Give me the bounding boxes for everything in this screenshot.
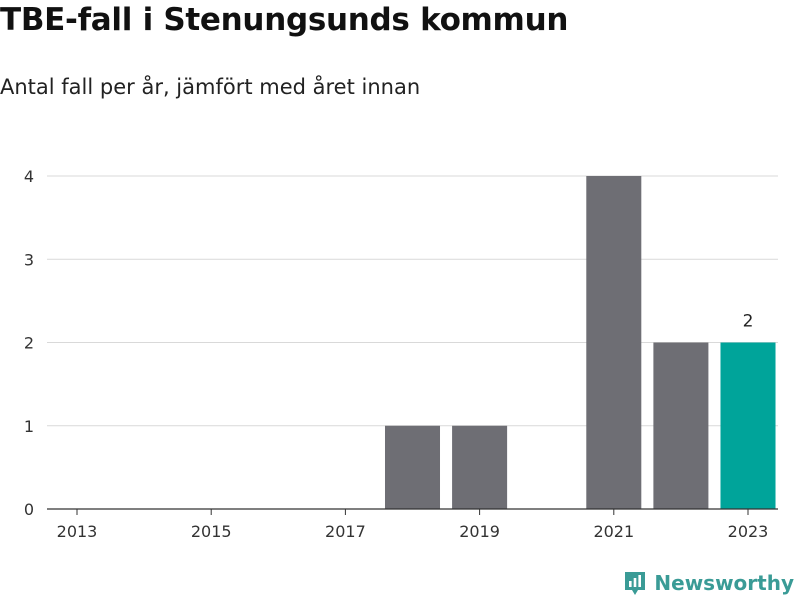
brand-name: Newsworthy bbox=[654, 571, 794, 595]
bar-2022 bbox=[653, 342, 709, 509]
bar-2018 bbox=[384, 425, 441, 509]
brand-logo: Newsworthy bbox=[622, 570, 794, 596]
y-tick-label-1: 1 bbox=[24, 417, 34, 436]
y-tick-label-0: 0 bbox=[24, 500, 34, 519]
x-tick-label-2017: 2017 bbox=[325, 522, 366, 541]
x-tick-label-2023: 2023 bbox=[728, 522, 769, 541]
axes bbox=[47, 508, 778, 515]
chart-subtitle: Antal fall per år, jämfört med året inna… bbox=[0, 75, 421, 99]
y-tick-label-3: 3 bbox=[24, 250, 34, 269]
x-tick-label-2019: 2019 bbox=[459, 522, 500, 541]
y-tick-label-2: 2 bbox=[24, 334, 34, 353]
labels: 0 1 2 3 4 2013 2015 2017 2019 2021 2023 2 bbox=[24, 167, 769, 541]
bar-2019 bbox=[452, 425, 508, 509]
chart-title: TBE-fall i Stenungsunds kommun bbox=[0, 2, 569, 38]
y-tick-label-4: 4 bbox=[24, 167, 34, 186]
bar-2023 bbox=[720, 342, 776, 509]
newsworthy-logo-icon bbox=[625, 572, 646, 595]
bars bbox=[384, 176, 776, 509]
x-tick-label-2021: 2021 bbox=[593, 522, 634, 541]
x-tick-label-2013: 2013 bbox=[57, 522, 98, 541]
bar-2021 bbox=[586, 176, 642, 509]
data-label-2023: 2 bbox=[743, 312, 754, 332]
x-tick-label-2015: 2015 bbox=[191, 522, 232, 541]
